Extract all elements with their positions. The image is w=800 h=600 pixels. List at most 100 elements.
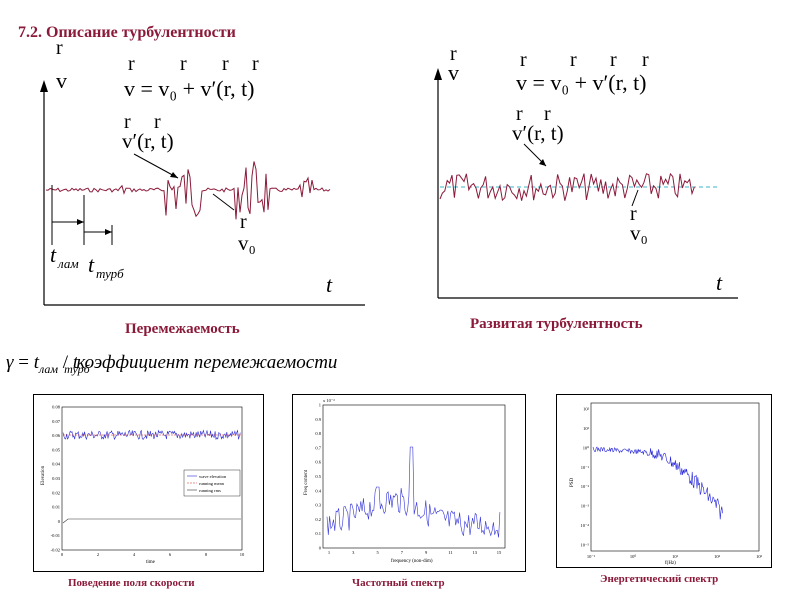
velocity-running-rms — [62, 518, 241, 524]
right-y-arrow — [434, 68, 442, 80]
left-axis-t: t — [326, 272, 333, 297]
tick-label: 0.2 — [315, 517, 321, 522]
legend-entry-2: running mean — [199, 481, 225, 486]
energy-xlabel: f(Hz) — [665, 561, 676, 566]
right-fluct-arrowhead — [539, 159, 546, 166]
tick-label: 10¹ — [672, 554, 679, 559]
right-mean-vec: r — [630, 203, 637, 225]
right-diagram: r v t r r r r v = v₀ + v′(r, t) r r v′(r… — [434, 43, 738, 299]
left-mean-label: v₀ — [238, 231, 256, 255]
energy-xticks: 10⁻¹ 10⁰ 10¹ 10² 10³ — [587, 554, 763, 559]
tick-label: 4 — [133, 552, 136, 557]
right-signal-line — [439, 172, 695, 202]
frequency-scale-note: x 10⁻³ — [323, 398, 335, 403]
left-fluct-vec-2: r — [154, 111, 161, 133]
tick-label: 0.4 — [315, 488, 321, 493]
t-turb-sub: турб — [96, 266, 124, 281]
tick-label: 0.6 — [315, 460, 321, 465]
tick-label: 0.5 — [315, 474, 321, 479]
velocity-plot-frame — [61, 406, 243, 551]
intermittency-formula: γ = tлам / tтурб коэффициент перемежаемо… — [6, 352, 337, 377]
right-caption: Развитая турбулентность — [470, 316, 643, 332]
energy-signal — [592, 446, 723, 520]
tick-label: 10⁰ — [583, 445, 590, 450]
t-turb-label: t — [88, 252, 95, 277]
tick-label: 10⁰ — [630, 554, 637, 559]
formula-t-turb: t — [72, 352, 79, 373]
left-mean-vec: r — [240, 211, 247, 233]
right-formula-vec-2: r — [570, 49, 577, 71]
velocity-panel: 0.08 0.07 0.06 0.05 0.04 0.03 0.02 0.01 0 -0.01 -0… — [33, 394, 264, 572]
right-fluct-label: v′(r, t) — [512, 121, 564, 145]
left-formula-vec-4: r — [252, 53, 259, 75]
t-lam-sub: лам — [57, 256, 79, 271]
t-lam-label: t — [50, 242, 57, 267]
right-formula-vec-4: r — [642, 49, 649, 71]
tick-label: 10⁻⁵ — [581, 543, 590, 548]
gamma-symbol: γ — [6, 352, 14, 373]
right-formula-vec-1: r — [520, 49, 527, 71]
energy-panel: 10² 10¹ 10⁰ 10⁻¹ 10⁻² 10⁻³ 10⁻⁴ 10⁻⁵ 10⁻¹ 10⁰ 10¹… — [556, 394, 772, 568]
turb-arrowhead — [105, 229, 112, 235]
right-formula-vec-3: r — [610, 49, 617, 71]
tick-label: 0.1 — [315, 531, 321, 536]
velocity-plot: 0.08 0.07 0.06 0.05 0.04 0.03 0.02 0.01 0 -0.01 -0… — [41, 405, 245, 566]
velocity-xticks: 0 2 4 6 8 10 — [61, 552, 245, 557]
tick-label: 10⁻⁴ — [581, 523, 590, 528]
energy-plot-frame — [590, 402, 760, 552]
tick-label: 0.02 — [52, 490, 60, 495]
tick-label: 10² — [714, 554, 721, 559]
right-axis-t: t — [716, 270, 723, 295]
frequency-signal — [326, 446, 501, 538]
right-mean-label: v₀ — [630, 221, 648, 245]
tick-label: 1 — [328, 550, 330, 555]
tick-label: 10³ — [756, 554, 763, 559]
tick-label: 10⁻³ — [581, 504, 590, 509]
tick-label: 0.06 — [52, 433, 61, 438]
formula-t-lam-sub: лам — [39, 361, 59, 376]
frequency-xticks: 1 3 5 7 9 11 13 15 — [328, 550, 502, 555]
frequency-yticks: 1 0.9 0.8 0.7 0.6 0.5 0.4 0.3 0.2 0.1 0 — [315, 403, 321, 551]
formula-slash: / — [62, 352, 69, 373]
tick-label: 5 — [376, 550, 379, 555]
right-axis-v: v — [448, 60, 459, 85]
tick-label: 0 — [319, 546, 322, 551]
tick-label: 0.07 — [52, 419, 61, 424]
formula-t-turb-sub: турб — [64, 361, 90, 376]
tick-label: 0.04 — [52, 462, 61, 467]
slide-title: 7.2. Описание турбулентности — [18, 24, 236, 41]
tick-label: 8 — [205, 552, 208, 557]
eq-sign: = — [18, 352, 29, 373]
right-vec-mark: r — [450, 43, 457, 65]
energy-ylabel: PSD — [570, 477, 575, 487]
tick-label: 10 — [240, 552, 245, 557]
intermittency-text: коэффициент перемежаемости — [76, 352, 338, 373]
right-mean-pointer — [631, 189, 639, 207]
tick-label: 11 — [448, 550, 452, 555]
left-fluct-vec-1: r — [124, 111, 131, 133]
tick-label: 0.03 — [52, 476, 61, 481]
tick-label: 10⁻² — [581, 484, 590, 489]
velocity-ylabel: Elevation — [41, 465, 46, 485]
energy-caption: Энергетический спектр — [600, 573, 719, 585]
right-fluct-vec-1: r — [516, 103, 523, 125]
tick-label: 3 — [352, 550, 355, 555]
left-fluct-pointer — [133, 153, 179, 179]
left-signal-line — [45, 161, 331, 220]
tick-label: 9 — [425, 550, 428, 555]
velocity-xlabel: time — [146, 560, 156, 565]
frequency-panel: 1 0.9 0.8 0.7 0.6 0.5 0.4 0.3 0.2 0.1 0 1 3 5 7 9 11 13 1… — [292, 394, 526, 572]
left-fluct-arrowhead — [170, 172, 178, 178]
left-formula: v = v₀ + v′(r, t) — [124, 76, 255, 101]
tick-label: 0.08 — [52, 405, 61, 410]
right-formula: v = v₀ + v′(r, t) — [516, 70, 647, 95]
energy-yticks: 10² 10¹ 10⁰ 10⁻¹ 10⁻² 10⁻³ 10⁻⁴ 10⁻⁵ — [581, 407, 590, 548]
tick-label: 13 — [472, 550, 477, 555]
tick-label: 0.01 — [52, 505, 60, 510]
legend-entry-3: running rms — [199, 488, 221, 493]
tick-label: 10⁻¹ — [581, 465, 590, 470]
tick-label: 0.7 — [315, 445, 321, 450]
left-vec-mark: r — [56, 40, 63, 59]
tick-label: 2 — [97, 552, 99, 557]
tick-label: 10² — [583, 407, 590, 412]
